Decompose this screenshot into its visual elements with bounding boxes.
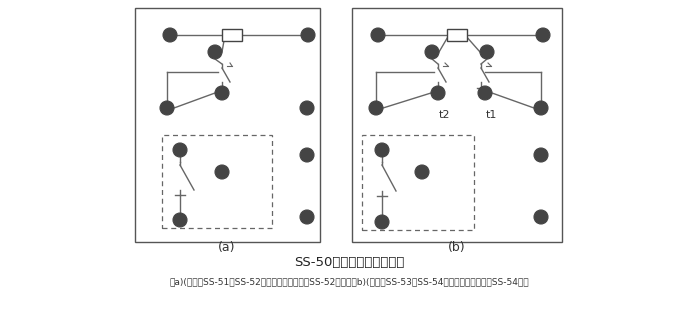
Text: ⑦: ⑦ <box>537 212 545 222</box>
Circle shape <box>163 28 177 42</box>
Text: ⑩: ⑩ <box>211 47 219 56</box>
Circle shape <box>375 143 389 157</box>
Circle shape <box>480 45 494 59</box>
Bar <box>362 135 474 230</box>
Text: ⑨: ⑨ <box>483 47 491 56</box>
Text: ⑧: ⑧ <box>175 215 185 225</box>
Text: SS-50系列背后端子接線圖: SS-50系列背后端子接線圖 <box>294 256 404 270</box>
Circle shape <box>478 86 492 100</box>
Text: ⑦: ⑦ <box>303 212 311 222</box>
Text: ④: ④ <box>372 103 380 113</box>
Circle shape <box>301 28 315 42</box>
Text: t2: t2 <box>438 110 449 120</box>
Text: ⑪: ⑪ <box>482 89 487 97</box>
Text: ⑤: ⑤ <box>303 150 311 160</box>
Text: ①: ① <box>539 30 547 40</box>
Circle shape <box>371 28 385 42</box>
Text: ⑩: ⑩ <box>428 47 435 56</box>
Circle shape <box>173 143 187 157</box>
Circle shape <box>375 215 389 229</box>
Bar <box>222 29 242 41</box>
Circle shape <box>425 45 439 59</box>
Text: ⑫: ⑫ <box>219 89 224 97</box>
Circle shape <box>536 28 550 42</box>
Circle shape <box>534 148 548 162</box>
Text: t1: t1 <box>485 110 497 120</box>
Text: ⑥: ⑥ <box>175 145 185 155</box>
Text: (b): (b) <box>448 241 466 255</box>
Text: (a): (a) <box>218 241 236 255</box>
Text: ②: ② <box>374 30 382 40</box>
Text: ⑥: ⑥ <box>377 145 387 155</box>
Circle shape <box>215 86 229 100</box>
Circle shape <box>431 86 445 100</box>
Circle shape <box>415 165 429 179</box>
Text: ②: ② <box>166 30 174 40</box>
Bar <box>352 8 562 242</box>
Circle shape <box>160 101 174 115</box>
Circle shape <box>173 213 187 227</box>
Text: ⑫: ⑫ <box>435 89 440 97</box>
Text: ⑤: ⑤ <box>537 150 545 160</box>
Circle shape <box>215 165 229 179</box>
Bar <box>162 135 272 228</box>
Circle shape <box>369 101 383 115</box>
Circle shape <box>300 101 314 115</box>
Text: ⑱: ⑱ <box>419 168 424 177</box>
Circle shape <box>534 101 548 115</box>
Text: ③: ③ <box>537 103 545 113</box>
Text: ①: ① <box>303 30 312 40</box>
Bar <box>135 8 320 242</box>
Text: ⑱: ⑱ <box>219 168 224 177</box>
Text: ③: ③ <box>303 103 311 113</box>
Text: ⑧: ⑧ <box>377 217 387 227</box>
Bar <box>447 29 467 41</box>
Text: （a)(背視）SS-51、SS-52型，圖中虛線部分僅SS-52型有；（b)(背視）SS-53、SS-54型，圖中虛線部分僅SS-54型有: （a)(背視）SS-51、SS-52型，圖中虛線部分僅SS-52型有；（b)(背… <box>169 277 529 286</box>
Circle shape <box>300 210 314 224</box>
Circle shape <box>208 45 222 59</box>
Circle shape <box>534 210 548 224</box>
Text: ④: ④ <box>163 103 171 113</box>
Circle shape <box>300 148 314 162</box>
